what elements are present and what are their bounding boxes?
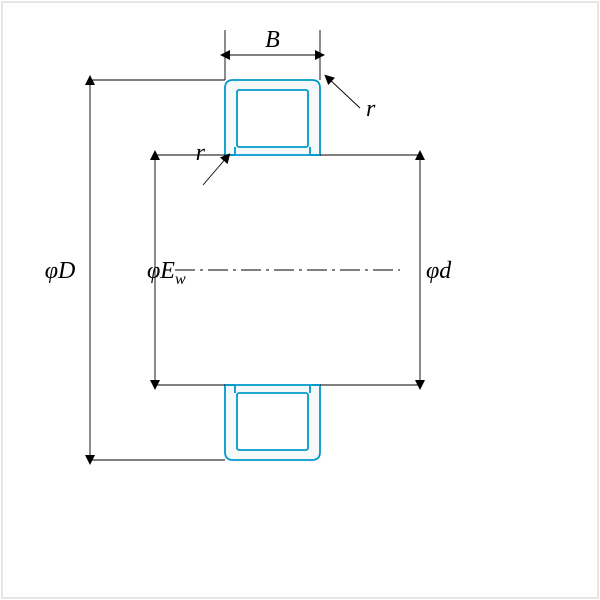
label-phid: φd <box>426 258 452 284</box>
label-phiD: φD <box>45 258 76 284</box>
label-B: B <box>265 27 280 53</box>
label-r-top: r <box>366 96 376 122</box>
label-phiEw: φEw <box>147 258 186 288</box>
label-r-inner: r <box>196 140 206 166</box>
